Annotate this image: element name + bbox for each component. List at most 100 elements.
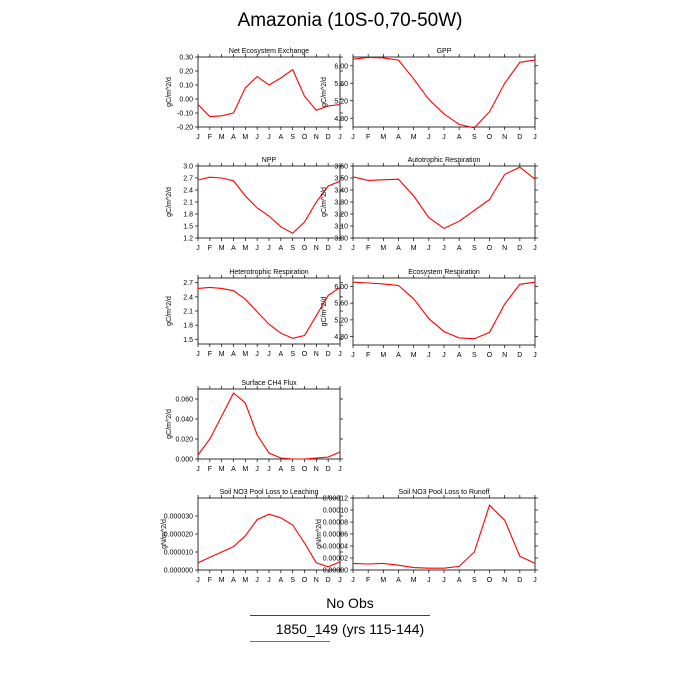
x-tick-label: O (487, 245, 493, 252)
x-tick-label: S (290, 245, 295, 252)
x-tick-label: J (533, 245, 537, 252)
x-tick-label: J (442, 245, 446, 252)
plot-frame (197, 56, 341, 128)
x-tick-label: J (427, 245, 431, 252)
x-tick-label: S (290, 134, 295, 141)
x-tick-label: O (302, 134, 308, 141)
chart-panel: Net Ecosystem Exchange gC/m^2/d -0.20 -0.10… (166, 48, 343, 141)
series-line (352, 166, 536, 230)
panel-title: Soil NO3 Pool Loss to Leaching (220, 489, 319, 496)
x-tick-label: J (255, 577, 259, 584)
x-tick-label: O (302, 577, 308, 584)
y-tick-label: 0.00002 (323, 556, 348, 563)
y-tick-label: 3.60 (334, 164, 348, 171)
series-line (352, 504, 536, 569)
y-tick-label: 0.00012 (323, 496, 348, 503)
y-axis-label: gC/m^2/d (166, 296, 173, 326)
y-tick-label: 0.000 (175, 457, 193, 464)
y-tick-label: 3.0 (183, 164, 193, 171)
x-tick-label: D (326, 466, 331, 473)
plot-frame (352, 497, 536, 571)
y-tick-label: 0.10 (179, 83, 193, 90)
x-tick-label: J (338, 466, 342, 473)
x-tick-label: M (380, 577, 386, 584)
chart-panel: Ecosystem Respiration gC/m^2/d 4.80 5.20 5.6… (321, 269, 538, 359)
x-tick-label: N (502, 134, 507, 141)
x-tick-label: D (326, 245, 331, 252)
chart-panel: Heterotrophic Respiration gC/m^2/d 1.5 1.8 2… (166, 269, 343, 358)
x-tick-label: F (366, 577, 370, 584)
x-tick-label: J (427, 134, 431, 141)
x-tick-label: J (442, 134, 446, 141)
x-tick-label: N (314, 466, 319, 473)
series-line (197, 513, 341, 568)
x-tick-label: J (338, 245, 342, 252)
panel-title: NPP (262, 157, 277, 164)
x-tick-label: A (231, 577, 236, 584)
y-tick-label: 3.20 (334, 212, 348, 219)
x-tick-label: A (278, 466, 283, 473)
x-tick-label: A (231, 134, 236, 141)
x-tick-label: M (242, 351, 248, 358)
y-tick-label: 0.00000 (323, 568, 348, 575)
y-axis-label: gN/m^2/d (316, 519, 323, 549)
y-tick-label: 3.30 (334, 200, 348, 207)
chart-panel: Soil NO3 Pool Loss to LeachinggN/m^2/d0.… (161, 489, 343, 584)
panel-title: Surface CH4 Flux (241, 380, 297, 387)
x-tick-label: J (533, 352, 537, 359)
panel-title: Net Ecosystem Exchange (229, 48, 309, 55)
obs-label: No Obs (326, 595, 374, 611)
y-tick-label: 2.1 (183, 200, 193, 207)
y-tick-label: 0.000020 (164, 532, 193, 539)
x-tick-label: A (278, 245, 283, 252)
chart-panel: Autotrophic Respiration gC/m^2/d 3.00 3.10 3… (321, 157, 538, 252)
x-tick-label: O (487, 134, 493, 141)
x-tick-label: D (517, 245, 522, 252)
x-tick-label: N (502, 352, 507, 359)
y-tick-label: 1.5 (183, 224, 193, 231)
x-tick-label: M (242, 245, 248, 252)
series-line (352, 281, 536, 340)
x-tick-label: J (267, 577, 271, 584)
x-tick-label: F (366, 134, 370, 141)
x-tick-label: J (442, 577, 446, 584)
x-tick-label: O (487, 577, 493, 584)
figure-title: Amazonia (10S-0,70-50W) (237, 10, 463, 31)
x-tick-label: F (208, 577, 212, 584)
x-tick-label: J (427, 577, 431, 584)
x-tick-label: A (396, 352, 401, 359)
x-tick-label: M (380, 352, 386, 359)
y-tick-label: 3.10 (334, 224, 348, 231)
y-tick-label: 0.060 (175, 397, 193, 404)
panel-title: Ecosystem Respiration (408, 269, 480, 276)
x-tick-label: J (267, 466, 271, 473)
x-tick-label: M (242, 577, 248, 584)
series-line (197, 176, 341, 234)
x-tick-label: F (366, 352, 370, 359)
x-tick-label: F (208, 351, 212, 358)
y-tick-label: 0.00004 (323, 544, 348, 551)
x-tick-label: J (338, 134, 342, 141)
x-tick-label: M (219, 577, 225, 584)
y-axis-label: gC/m^2/d (321, 187, 328, 217)
x-tick-label: D (517, 352, 522, 359)
x-tick-label: M (242, 134, 248, 141)
y-tick-label: 0.000030 (164, 514, 193, 521)
x-tick-label: J (533, 577, 537, 584)
y-tick-label: 4.80 (334, 334, 348, 341)
x-tick-label: A (231, 245, 236, 252)
y-axis-label: gC/m^2/d (321, 77, 328, 107)
y-tick-label: 3.50 (334, 176, 348, 183)
y-tick-label: 0.00 (179, 97, 193, 104)
x-tick-label: J (255, 466, 259, 473)
x-tick-label: M (411, 134, 417, 141)
x-tick-label: A (231, 351, 236, 358)
x-tick-label: A (396, 577, 401, 584)
plot-frame (352, 56, 536, 128)
plot-frame (352, 277, 536, 346)
x-tick-label: J (267, 245, 271, 252)
y-axis-label: gN/m^2/d (161, 519, 168, 549)
y-tick-label: 0.20 (179, 69, 193, 76)
x-tick-label: N (502, 245, 507, 252)
